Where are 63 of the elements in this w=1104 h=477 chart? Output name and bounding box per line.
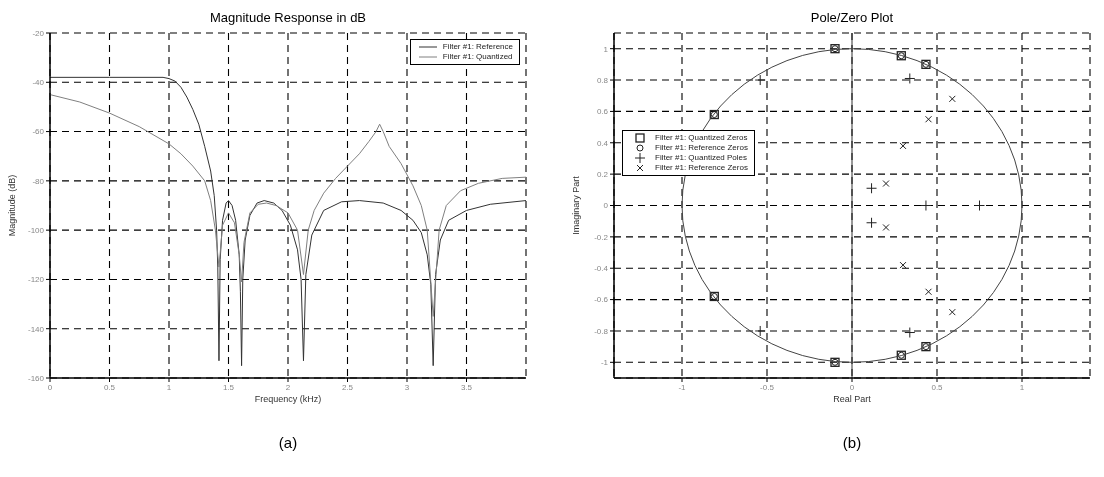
y-tick-label: 0 <box>603 201 609 211</box>
x-tick-label: 1.5 <box>222 382 235 392</box>
point <box>925 115 932 123</box>
y-tick-label: -0.4 <box>594 264 609 274</box>
point <box>920 200 932 211</box>
point <box>754 74 766 86</box>
x-tick-label: 2.5 <box>341 382 354 392</box>
point <box>866 217 878 229</box>
y-tick-label: 0.4 <box>596 138 609 148</box>
y-tick-label: -60 <box>32 127 45 137</box>
x-axis-title: Real Part <box>833 394 872 404</box>
legend-label: Filter #1: Reference Zeros <box>655 162 748 173</box>
point <box>925 288 932 296</box>
x-axis-title: Frequency (kHz) <box>254 394 322 404</box>
y-tick-label: -1 <box>600 358 609 368</box>
x-tick-label: 1 <box>166 382 172 392</box>
y-axis-title: Imaginary Part <box>571 175 582 235</box>
chart-title: Pole/Zero Plot <box>809 10 895 25</box>
legend-label: Filter #1: Reference Zeros <box>655 142 748 153</box>
y-tick-label: -0.6 <box>594 295 609 305</box>
y-tick-label: -120 <box>27 275 45 285</box>
y-tick-label: -0.2 <box>594 232 609 242</box>
legend-label: Filter #1: Quantized Zeros <box>655 132 748 143</box>
y-tick-label: -40 <box>32 78 45 88</box>
point <box>899 261 907 269</box>
legend-label: Filter #1: Reference <box>442 42 513 52</box>
point <box>948 95 956 103</box>
y-tick-label: 0.8 <box>596 75 609 85</box>
y-tick-label: -80 <box>32 176 45 186</box>
y-tick-label: 1 <box>603 44 609 54</box>
x-tick-label: 0 <box>47 382 53 392</box>
y-tick-label: 0.2 <box>596 169 609 179</box>
point <box>866 182 878 194</box>
line-series <box>50 94 526 317</box>
legend-label: Filter #1: Quantized <box>442 52 513 62</box>
y-tick-label: 0.6 <box>596 107 609 117</box>
point <box>882 180 890 188</box>
y-tick-label: -0.8 <box>594 326 609 336</box>
point <box>904 72 916 84</box>
y-tick-label: -140 <box>27 324 45 334</box>
point <box>882 223 890 231</box>
x-tick-label: -0.5 <box>760 382 775 392</box>
x-tick-label: 0 <box>849 382 855 392</box>
chart-title: Magnitude Response in dB <box>208 10 368 25</box>
text: (a) <box>277 434 299 451</box>
text: (b) <box>841 434 863 451</box>
y-tick-label: -100 <box>27 225 45 235</box>
point <box>948 308 956 316</box>
x-tick-label: 0.5 <box>931 382 944 392</box>
x-tick-label: 2 <box>285 382 291 392</box>
y-tick-label: -20 <box>32 28 45 38</box>
point <box>899 142 907 150</box>
x-tick-label: 3.5 <box>460 382 473 392</box>
x-tick-label: 3 <box>404 382 410 392</box>
line-series <box>50 76 526 367</box>
x-tick-label: -1 <box>678 382 687 392</box>
y-tick-label: -160 <box>27 373 45 383</box>
legend-label: Filter #1: Quantized Poles <box>655 152 748 163</box>
point <box>754 325 766 337</box>
x-tick-label: 1 <box>1019 382 1025 392</box>
point <box>904 327 916 339</box>
y-axis-title: Magnitude (dB) <box>7 174 18 237</box>
x-tick-label: 0.5 <box>103 382 116 392</box>
